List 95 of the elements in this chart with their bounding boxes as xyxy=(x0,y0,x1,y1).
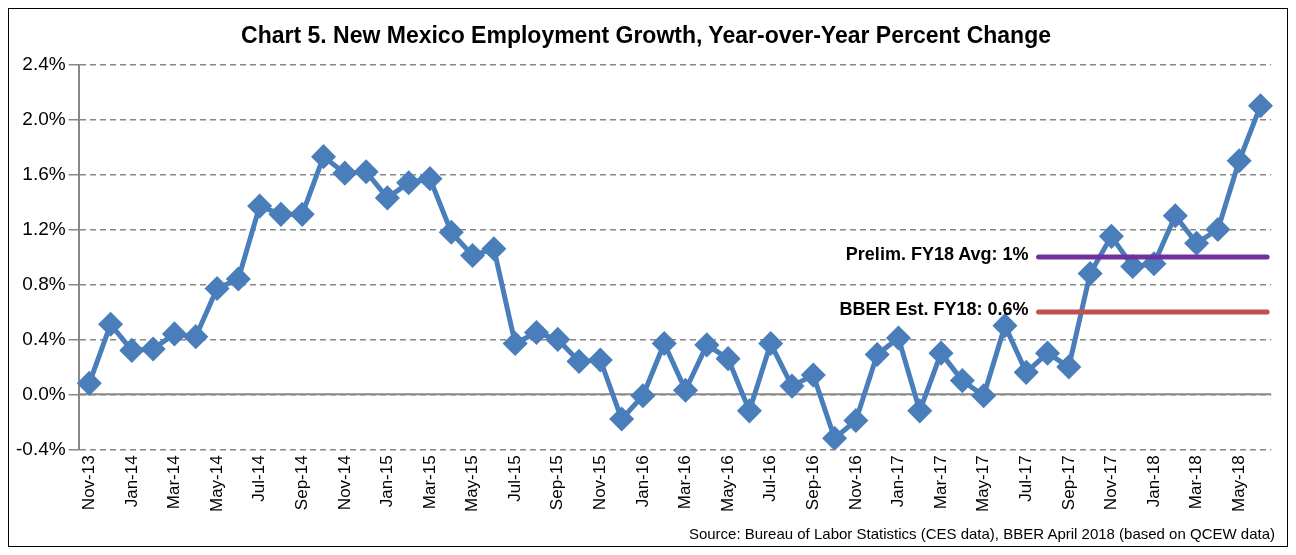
point xyxy=(1185,231,1209,255)
x-tick-label: Jan-15 xyxy=(377,455,397,508)
point xyxy=(162,322,186,346)
point xyxy=(77,371,101,395)
point xyxy=(482,237,506,261)
point xyxy=(1206,217,1230,241)
point xyxy=(354,160,378,184)
point xyxy=(865,343,889,367)
ref-line-label: BBER Est. FY18: 0.6% xyxy=(839,298,1029,319)
x-tick-label: Sep-14 xyxy=(291,455,311,511)
point xyxy=(418,167,442,191)
point xyxy=(823,426,847,450)
point xyxy=(716,347,740,371)
ref-line-label: Prelim. FY18 Avg: 1% xyxy=(845,243,1029,264)
point xyxy=(290,202,314,226)
point xyxy=(503,332,527,356)
source-note: Source: Bureau of Labor Statistics (CES data), BBER April 2018 (based on QCEW data) xyxy=(688,525,1275,542)
point xyxy=(1057,355,1081,379)
point xyxy=(610,407,634,431)
x-tick-label: Jul-14 xyxy=(249,455,269,502)
point xyxy=(1036,341,1060,365)
point xyxy=(524,321,548,345)
point xyxy=(652,332,676,356)
point xyxy=(801,363,825,387)
point xyxy=(844,408,868,432)
point xyxy=(1099,224,1123,248)
y-tick-label: 2.0% xyxy=(22,107,66,129)
point xyxy=(248,194,272,218)
y-tick-label: 1.2% xyxy=(22,217,66,239)
point xyxy=(993,314,1017,338)
y-tick-label: 0.0% xyxy=(22,382,66,404)
point xyxy=(908,399,932,423)
point xyxy=(1227,149,1251,173)
x-tick-label: Mar-14 xyxy=(164,455,184,510)
x-tick-label: Mar-18 xyxy=(1186,455,1206,510)
x-tick-label: Jul-15 xyxy=(504,455,524,502)
x-tick-label: May-15 xyxy=(462,455,482,512)
x-tick-label: Jul-16 xyxy=(760,455,780,502)
x-tick-label: May-14 xyxy=(206,455,226,512)
x-tick-label: Nov-15 xyxy=(590,455,610,511)
point xyxy=(333,161,357,185)
x-tick-label: Jan-18 xyxy=(1143,455,1163,508)
point xyxy=(120,338,144,362)
point xyxy=(1014,360,1038,384)
x-tick-label: Sep-15 xyxy=(547,455,567,511)
point xyxy=(269,202,293,226)
chart-title: Chart 5. New Mexico Employment Growth, Year-over-Year Percent Change xyxy=(241,22,1051,49)
point xyxy=(184,325,208,349)
x-tick-label: Nov-14 xyxy=(334,455,354,511)
x-tick-label: Jan-16 xyxy=(632,455,652,508)
point xyxy=(950,369,974,393)
y-tick-label: 1.6% xyxy=(22,162,66,184)
y-tick-label: 2.4% xyxy=(22,52,66,74)
point xyxy=(972,384,996,408)
point xyxy=(1163,204,1187,228)
point xyxy=(99,312,123,336)
x-tick-label: Nov-16 xyxy=(845,455,865,511)
point xyxy=(695,333,719,357)
point xyxy=(141,337,165,361)
point xyxy=(205,277,229,301)
x-tick-label: May-17 xyxy=(973,455,993,512)
point xyxy=(588,348,612,372)
x-tick-label: Nov-17 xyxy=(1101,455,1121,511)
point xyxy=(461,244,485,268)
point xyxy=(674,378,698,402)
x-tick-label: Jan-17 xyxy=(888,455,908,508)
point xyxy=(397,171,421,195)
point xyxy=(226,267,250,291)
point xyxy=(737,399,761,423)
point xyxy=(312,145,336,169)
point xyxy=(759,332,783,356)
point xyxy=(567,349,591,373)
x-tick-label: May-18 xyxy=(1228,455,1248,512)
point xyxy=(439,220,463,244)
point xyxy=(375,186,399,210)
point xyxy=(886,326,910,350)
y-tick-label: -0.4% xyxy=(15,437,66,459)
x-tick-label: May-16 xyxy=(717,455,737,512)
point xyxy=(546,327,570,351)
x-tick-label: Mar-16 xyxy=(675,455,695,510)
point xyxy=(1248,94,1272,118)
x-tick-label: Jul-17 xyxy=(1015,455,1035,502)
x-tick-label: Sep-16 xyxy=(802,455,822,511)
point xyxy=(1078,261,1102,285)
y-tick-label: 0.4% xyxy=(22,327,66,349)
y-tick-label: 0.8% xyxy=(22,272,66,294)
point xyxy=(929,341,953,365)
point xyxy=(631,384,655,408)
x-tick-label: Nov-13 xyxy=(78,455,98,511)
point xyxy=(1142,252,1166,276)
x-tick-label: Mar-17 xyxy=(930,455,950,510)
point xyxy=(780,374,804,398)
x-tick-label: Jan-14 xyxy=(121,455,141,508)
x-tick-label: Sep-17 xyxy=(1058,455,1078,511)
x-tick-label: Mar-15 xyxy=(419,455,439,510)
